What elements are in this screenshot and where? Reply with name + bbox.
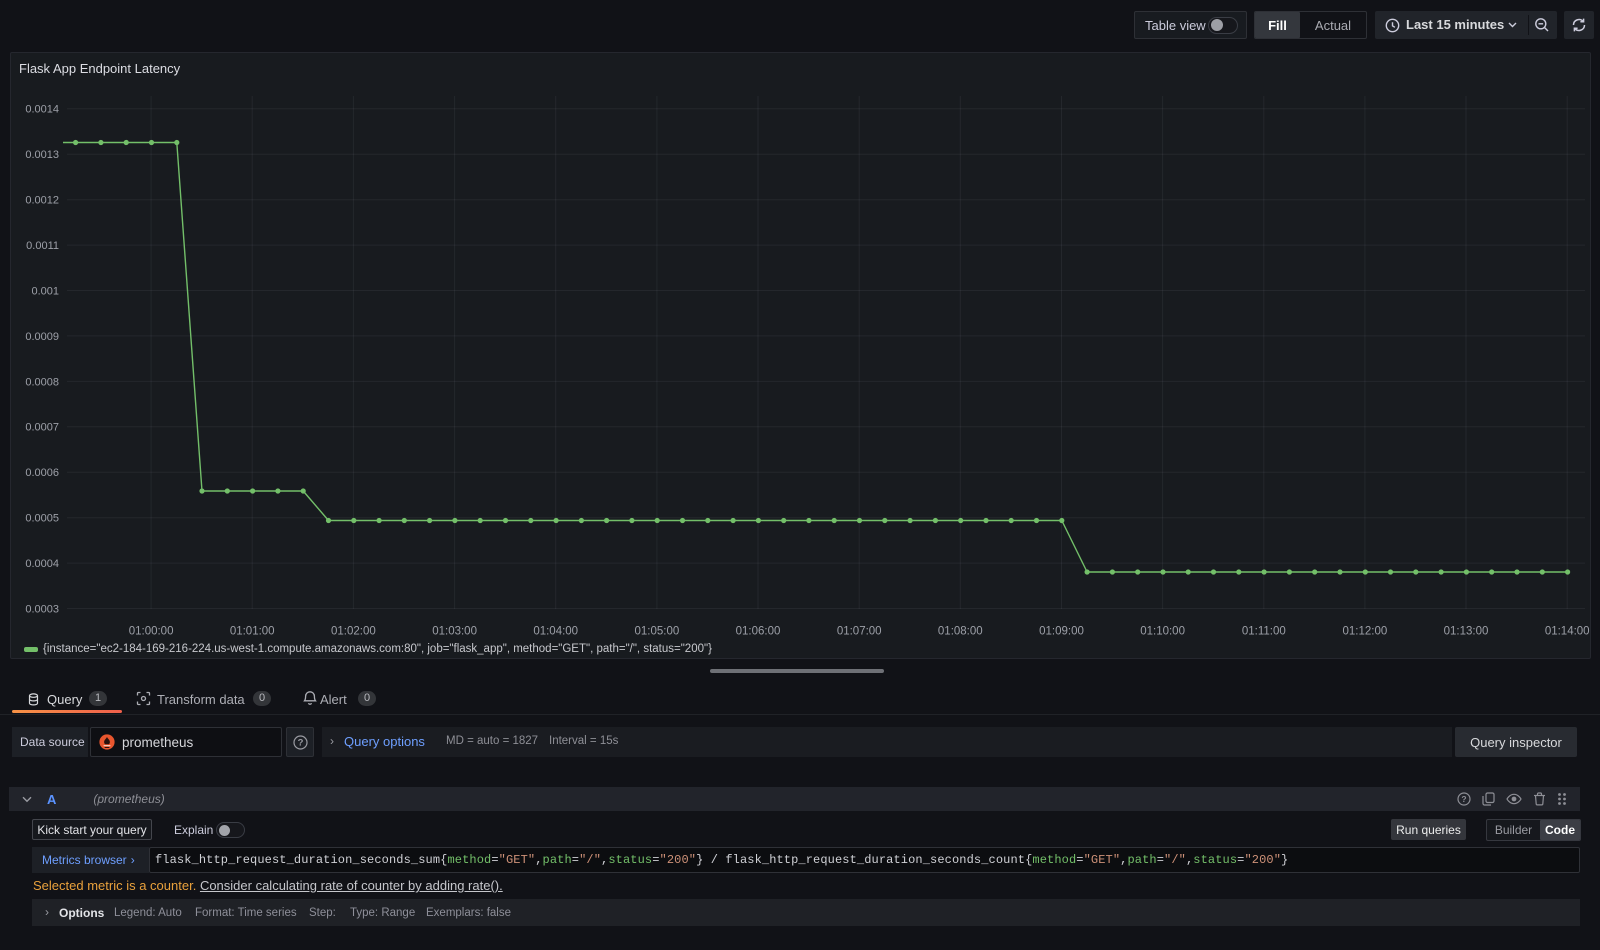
- svg-text:01:03:00: 01:03:00: [432, 626, 477, 638]
- svg-text:0.0009: 0.0009: [25, 331, 59, 343]
- svg-text:01:07:00: 01:07:00: [837, 626, 882, 638]
- svg-text:0.0003: 0.0003: [25, 603, 59, 615]
- svg-text:01:11:00: 01:11:00: [1242, 626, 1286, 638]
- svg-text:0.0008: 0.0008: [25, 376, 59, 388]
- svg-text:01:12:00: 01:12:00: [1343, 626, 1388, 638]
- svg-text:01:00:00: 01:00:00: [129, 626, 174, 638]
- svg-text:01:06:00: 01:06:00: [736, 626, 781, 638]
- svg-text:?: ?: [297, 737, 303, 748]
- svg-text:01:09:00: 01:09:00: [1039, 626, 1084, 638]
- svg-text:0.0014: 0.0014: [25, 104, 59, 116]
- svg-text:01:05:00: 01:05:00: [635, 626, 680, 638]
- svg-text:01:04:00: 01:04:00: [533, 626, 578, 638]
- svg-text:01:08:00: 01:08:00: [938, 626, 983, 638]
- svg-text:0.0011: 0.0011: [26, 240, 59, 252]
- svg-text:?: ?: [1461, 794, 1466, 804]
- svg-text:01:01:00: 01:01:00: [230, 626, 275, 638]
- svg-text:0.001: 0.001: [31, 285, 59, 297]
- svg-text:01:02:00: 01:02:00: [331, 626, 376, 638]
- svg-text:0.0004: 0.0004: [25, 558, 59, 570]
- svg-text:0.0007: 0.0007: [25, 422, 59, 434]
- svg-text:0.0005: 0.0005: [25, 513, 59, 525]
- svg-text:01:14:00: 01:14:00: [1545, 626, 1590, 638]
- svg-text:0.0006: 0.0006: [25, 467, 59, 479]
- svg-text:01:10:00: 01:10:00: [1140, 626, 1185, 638]
- svg-text:0.0012: 0.0012: [25, 195, 59, 207]
- svg-text:01:13:00: 01:13:00: [1444, 626, 1489, 638]
- svg-text:0.0013: 0.0013: [25, 149, 59, 161]
